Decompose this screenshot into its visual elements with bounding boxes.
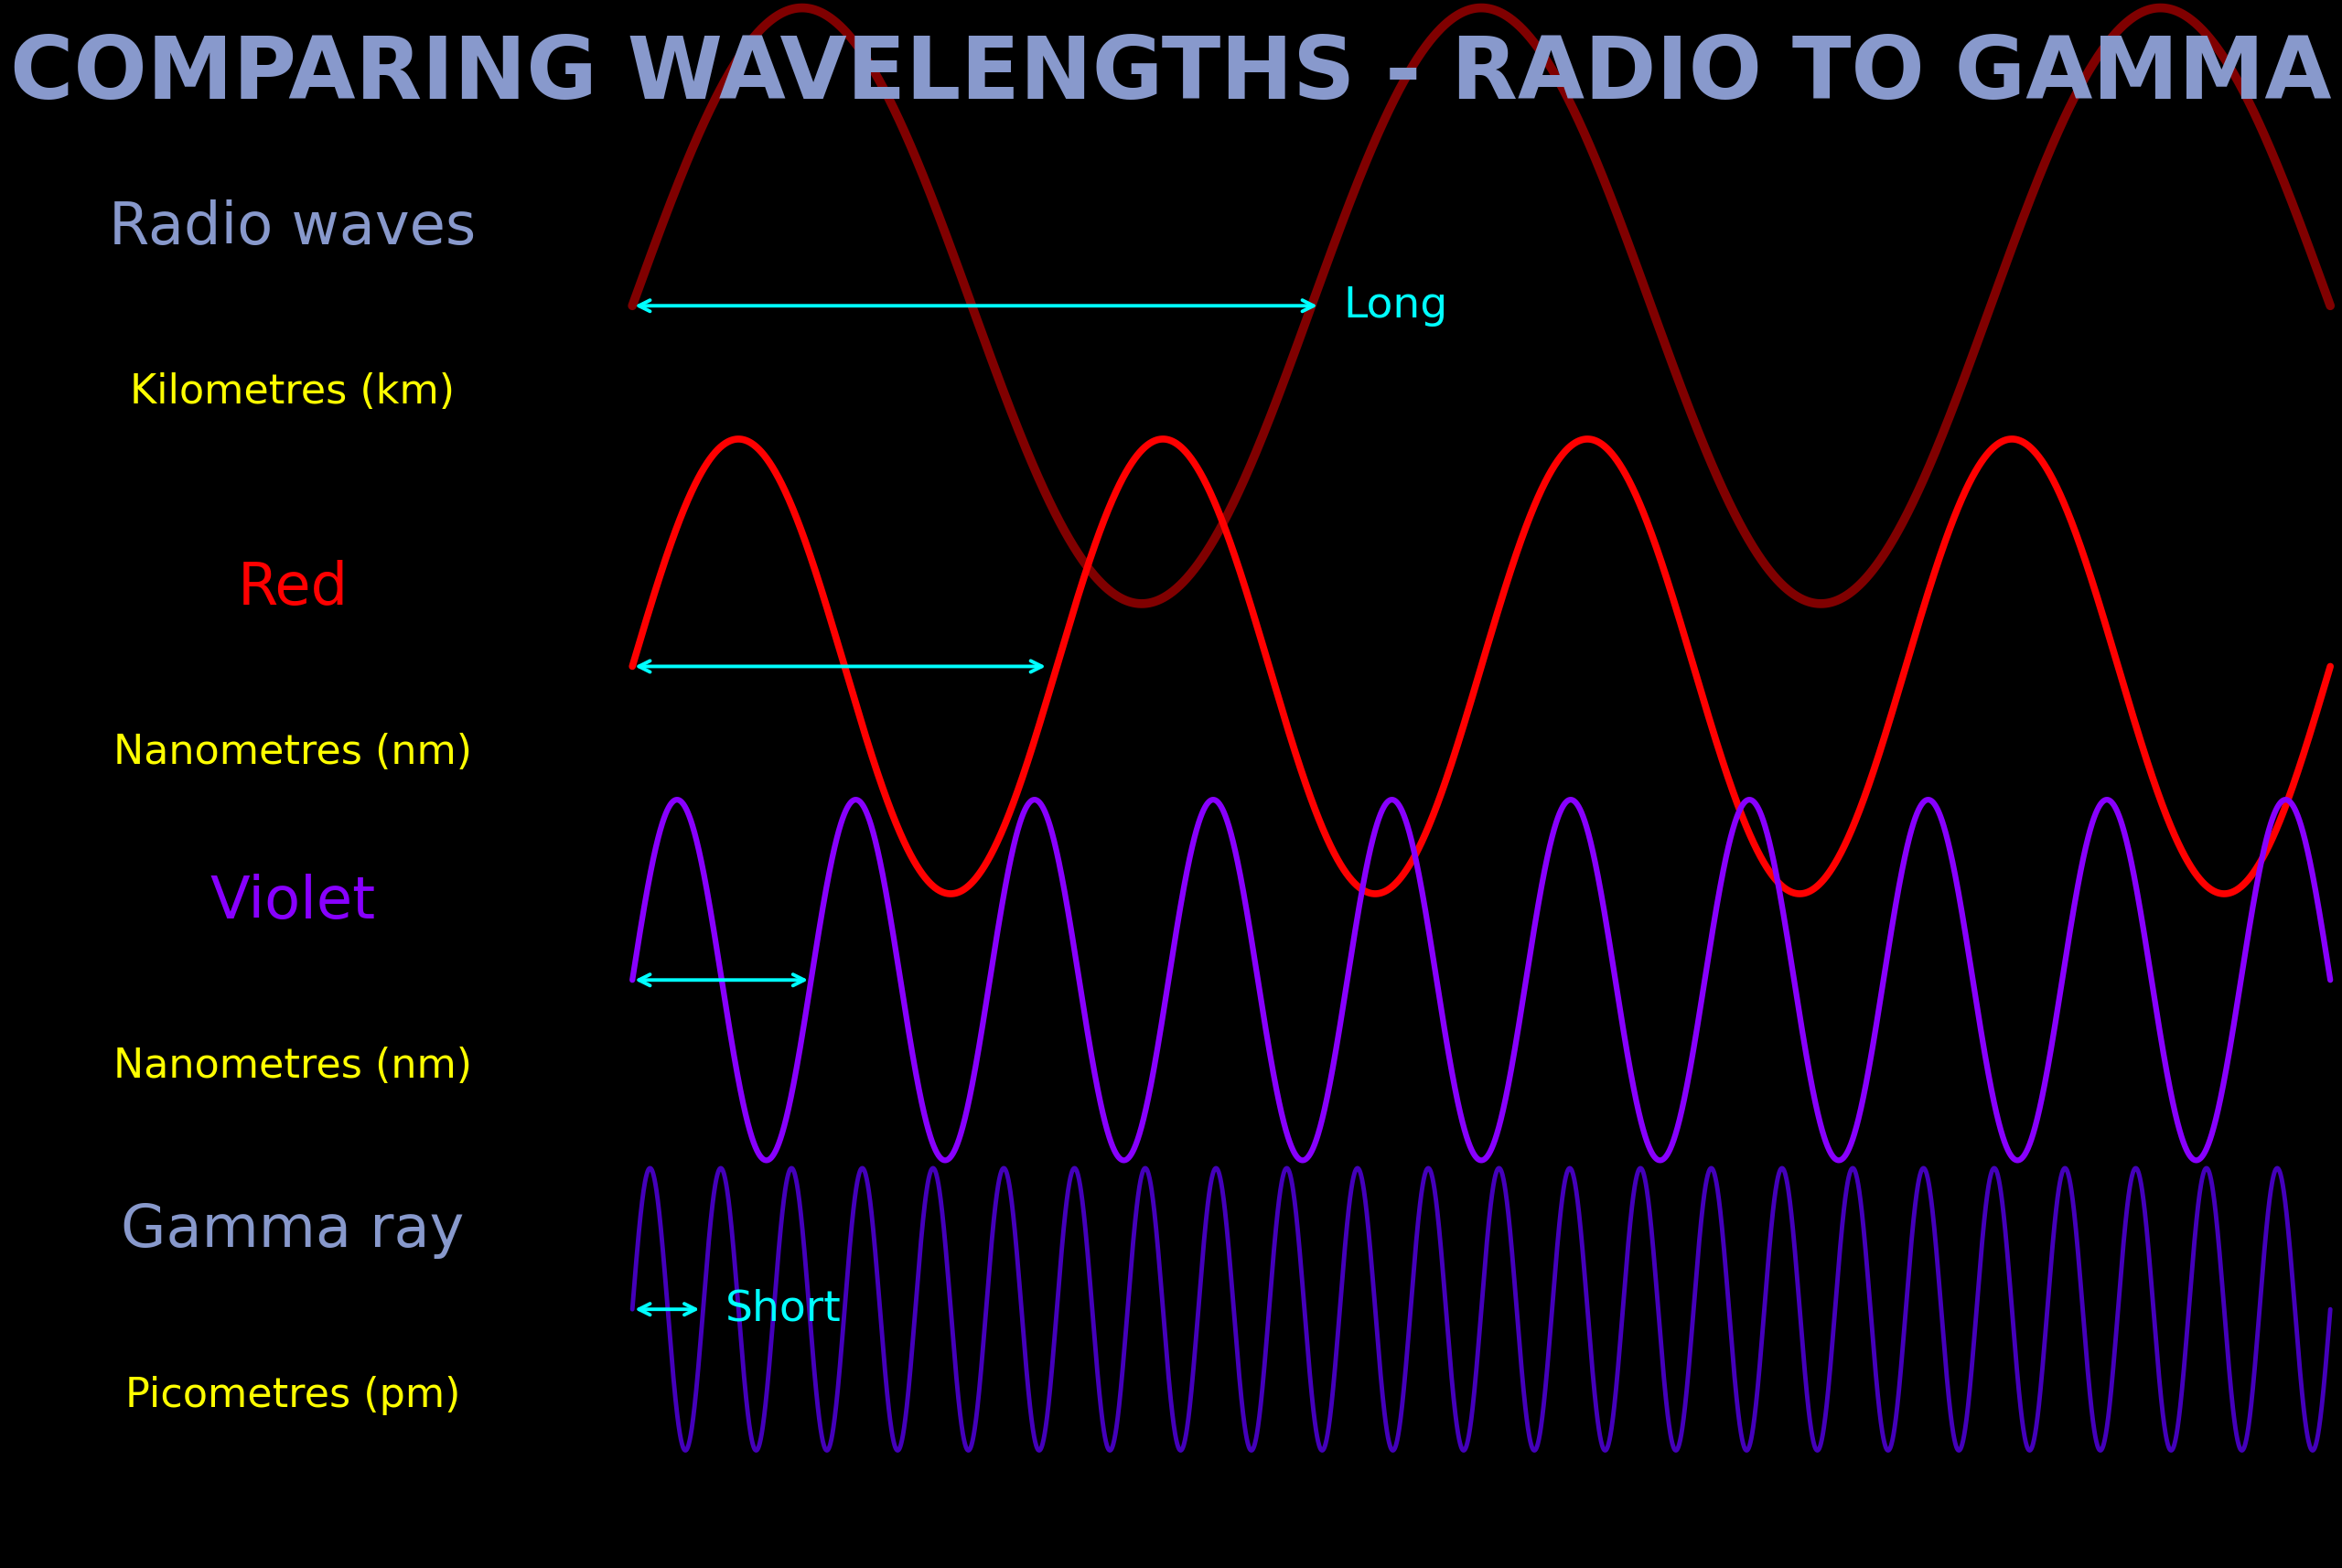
Text: Gamma ray: Gamma ray <box>122 1203 464 1259</box>
Text: Nanometres (nm): Nanometres (nm) <box>112 1046 473 1087</box>
Text: Short: Short <box>726 1289 841 1330</box>
Text: Red: Red <box>237 560 349 616</box>
Text: Violet: Violet <box>211 873 375 930</box>
Text: Kilometres (km): Kilometres (km) <box>131 372 454 412</box>
Text: Radio waves: Radio waves <box>110 199 475 256</box>
Text: Long: Long <box>1344 285 1447 326</box>
Text: Picometres (pm): Picometres (pm) <box>124 1375 461 1416</box>
Text: COMPARING WAVELENGTHS - RADIO TO GAMMA: COMPARING WAVELENGTHS - RADIO TO GAMMA <box>9 33 2333 118</box>
Text: Nanometres (nm): Nanometres (nm) <box>112 732 473 773</box>
